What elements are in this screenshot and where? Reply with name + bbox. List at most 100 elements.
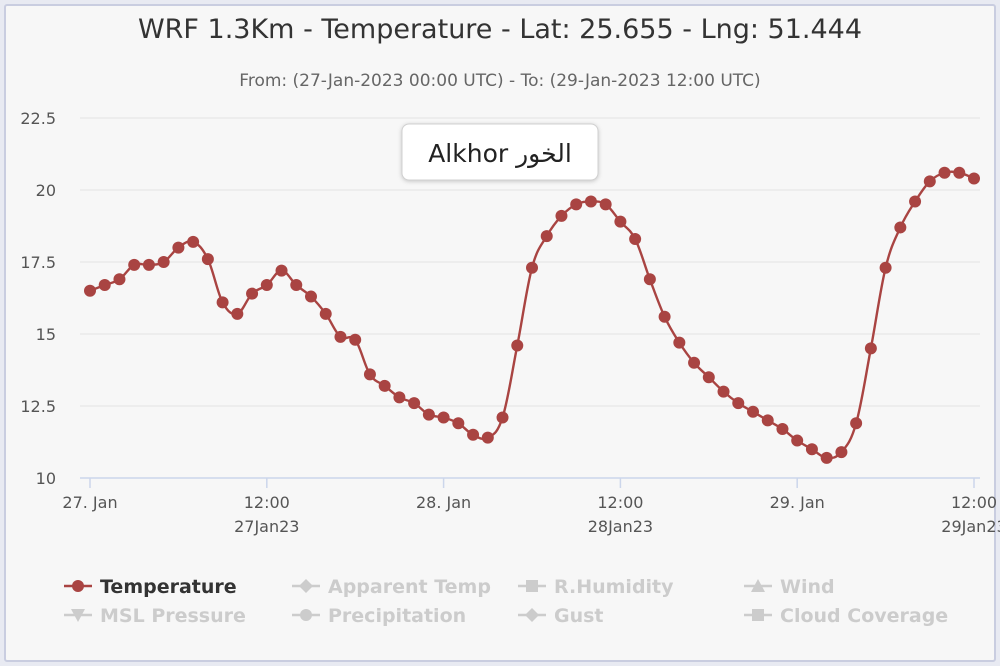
chart-subtitle: From: (27-Jan-2023 00:00 UTC) - To: (29-… <box>239 71 760 91</box>
x-tick-sublabel: 29Jan23 <box>941 517 1000 536</box>
diamond-legend-symbol <box>525 608 539 622</box>
legend-label: Gust <box>554 605 604 627</box>
temperature-point[interactable] <box>717 385 730 398</box>
y-tick-label: 20 <box>36 181 56 200</box>
legend-item-r-humidity[interactable]: R.Humidity <box>518 576 674 598</box>
temperature-point[interactable] <box>128 258 141 271</box>
legend-item-temperature[interactable]: Temperature <box>64 576 237 598</box>
x-tick-sublabel: 28Jan23 <box>588 517 653 536</box>
temperature-point[interactable] <box>643 273 656 286</box>
square-legend-symbol <box>526 580 538 592</box>
temperature-point[interactable] <box>953 166 966 179</box>
temperature-point[interactable] <box>805 443 818 456</box>
temperature-point[interactable] <box>334 330 347 343</box>
temperature-point[interactable] <box>864 342 877 355</box>
y-tick-label: 17.5 <box>20 253 56 272</box>
x-tick-label: 12:00 <box>244 493 290 512</box>
x-tick-label: 12:00 <box>951 493 997 512</box>
legend-item-apparent-temp[interactable]: Apparent Temp <box>292 576 491 598</box>
legend-item-precipitation[interactable]: Precipitation <box>292 605 466 627</box>
temperature-point[interactable] <box>275 264 288 277</box>
x-tick-label: 28. Jan <box>416 493 471 512</box>
y-tick-label: 15 <box>36 325 56 344</box>
legend-item-wind[interactable]: Wind <box>744 576 835 598</box>
temperature-point[interactable] <box>452 417 465 430</box>
temperature-point[interactable] <box>408 397 421 410</box>
x-axis: 27. Jan 12:00 27Jan23 28. Jan 12:00 28Jan23 29… <box>62 477 1000 536</box>
temperature-point[interactable] <box>260 279 273 292</box>
temperature-series-line <box>89 170 975 460</box>
temperature-point[interactable] <box>157 256 170 268</box>
temperature-point[interactable] <box>511 339 524 352</box>
temperature-point[interactable] <box>629 232 642 245</box>
temperature-point[interactable] <box>481 431 494 444</box>
temperature-point[interactable] <box>422 408 435 421</box>
y-tick-label: 12.5 <box>20 397 56 416</box>
legend-label: Temperature <box>100 576 237 598</box>
temperature-point[interactable] <box>496 411 509 424</box>
legend-label: R.Humidity <box>554 576 674 598</box>
temperature-point[interactable] <box>850 417 863 430</box>
temperature-point[interactable] <box>319 307 332 320</box>
temperature-point[interactable] <box>894 221 907 234</box>
temperature-point[interactable] <box>305 290 317 303</box>
temperature-point[interactable] <box>84 284 96 297</box>
legend-label: Apparent Temp <box>328 576 491 598</box>
temperature-point[interactable] <box>968 172 980 185</box>
temperature-point[interactable] <box>938 166 951 179</box>
temperature-point[interactable] <box>526 261 538 274</box>
temperature-point[interactable] <box>747 405 759 418</box>
temperature-point[interactable] <box>732 397 745 410</box>
temperature-point[interactable] <box>187 235 200 248</box>
temperature-point[interactable] <box>923 175 936 188</box>
temperature-point[interactable] <box>584 195 597 208</box>
annotation-label: Alkhor الخور <box>428 139 572 168</box>
temperature-point[interactable] <box>393 391 406 404</box>
x-tick-label: 27. Jan <box>62 493 117 512</box>
temperature-point[interactable] <box>201 253 214 266</box>
temperature-point[interactable] <box>820 451 833 464</box>
temperature-point[interactable] <box>688 356 701 369</box>
temperature-point[interactable] <box>879 261 892 274</box>
circle-legend-symbol <box>72 580 84 592</box>
triangle-down-legend-symbol <box>71 609 85 622</box>
temperature-point[interactable] <box>172 241 185 254</box>
temperature-point[interactable] <box>113 273 126 286</box>
temperature-point[interactable] <box>290 279 303 292</box>
temperature-point[interactable] <box>467 428 480 441</box>
square-legend-symbol <box>752 609 764 621</box>
temperature-point[interactable] <box>231 307 244 320</box>
temperature-point[interactable] <box>555 209 568 222</box>
temperature-point[interactable] <box>142 258 155 271</box>
y-axis: 22.5 20 17.5 15 12.5 10 <box>20 109 56 488</box>
temperature-point[interactable] <box>349 333 362 346</box>
temperature-points <box>84 166 980 464</box>
temperature-point[interactable] <box>246 287 259 300</box>
temperature-point[interactable] <box>761 414 774 427</box>
temperature-point[interactable] <box>791 434 804 447</box>
temperature-point[interactable] <box>599 198 612 211</box>
temperature-point[interactable] <box>776 423 789 436</box>
temperature-point[interactable] <box>909 195 922 208</box>
legend-item-msl-pressure[interactable]: MSL Pressure <box>64 605 246 627</box>
temperature-point[interactable] <box>835 446 848 459</box>
temperature-point[interactable] <box>437 411 450 424</box>
temperature-point[interactable] <box>702 371 715 384</box>
temperature-point[interactable] <box>570 198 583 211</box>
temperature-point[interactable] <box>98 279 111 292</box>
temperature-point[interactable] <box>363 368 376 381</box>
legend-item-cloud-coverage[interactable]: Cloud Coverage <box>744 605 948 627</box>
temperature-point[interactable] <box>614 215 627 228</box>
circle-legend-symbol <box>300 609 312 621</box>
temperature-point[interactable] <box>673 336 686 349</box>
temperature-point[interactable] <box>216 296 229 309</box>
x-tick-sublabel: 27Jan23 <box>234 517 299 536</box>
legend-label: Wind <box>780 576 835 598</box>
x-tick-label: 29. Jan <box>770 493 825 512</box>
temperature-point[interactable] <box>540 230 553 243</box>
triangle-legend-symbol <box>751 579 765 592</box>
location-annotation: Alkhor الخور <box>401 123 599 181</box>
temperature-point[interactable] <box>378 379 391 392</box>
legend-item-gust[interactable]: Gust <box>518 605 604 627</box>
temperature-point[interactable] <box>658 310 671 323</box>
